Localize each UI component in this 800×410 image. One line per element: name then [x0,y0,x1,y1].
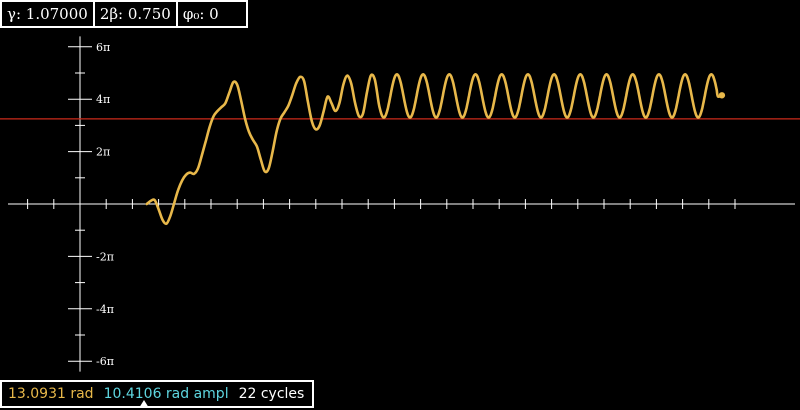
phi0-field[interactable]: φ₀: 0 [182,5,219,23]
trajectory-curve [145,73,724,226]
angle-readout: 13.0931 rad [8,386,94,402]
mouse-pointer-icon [139,400,149,408]
amplitude-readout: 10.4106 rad ampl [103,386,229,402]
trajectory-end-point [718,92,726,99]
y-tick-label: 4π [96,93,110,106]
y-tick-label: 6π [96,41,110,54]
y-tick-label: -2π [96,250,114,263]
y-tick-label: 2π [96,146,110,159]
gamma-field[interactable]: γ: 1.07000 [2,2,95,26]
parameter-bar: γ: 1.07000 2β: 0.750 φ₀: 0 [0,0,248,28]
y-tick-label: -6π [96,355,114,368]
y-tick-label: -4π [96,303,114,316]
beta-field[interactable]: 2β: 0.750 [95,2,178,26]
cycles-readout: 22 cycles [238,386,305,402]
status-bar: 13.0931 rad 10.4106 rad ampl 22 cycles [0,380,315,408]
